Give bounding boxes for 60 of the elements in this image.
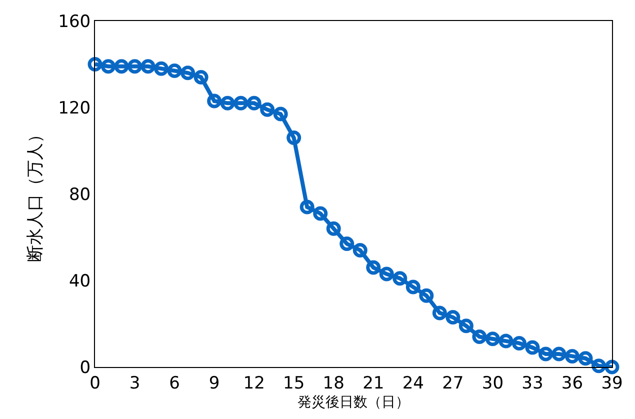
- x-tick-label: 33: [522, 373, 544, 394]
- point: [167, 63, 182, 78]
- y-tick-label: 0: [80, 358, 91, 378]
- point: [260, 102, 275, 117]
- x-tick-label: 21: [362, 373, 384, 394]
- point: [591, 358, 606, 374]
- point: [313, 206, 328, 221]
- x-tick-label: 24: [402, 373, 424, 394]
- x-tick-label: 39: [601, 373, 623, 394]
- point: [352, 242, 368, 258]
- point: [578, 351, 593, 366]
- point: [564, 348, 580, 364]
- x-tick-label: 36: [561, 373, 584, 394]
- point: [538, 346, 553, 362]
- point: [512, 336, 526, 350]
- y-tick-label: 80: [68, 184, 91, 205]
- point: [88, 57, 102, 72]
- point: [604, 360, 620, 374]
- point: [286, 130, 302, 146]
- point: [419, 288, 434, 303]
- point: [446, 310, 460, 325]
- point: [194, 70, 208, 84]
- point: [379, 266, 394, 282]
- point: [552, 346, 566, 362]
- x-tick-label: 6: [169, 373, 180, 394]
- point: [300, 200, 314, 214]
- point: [366, 260, 381, 275]
- point: [154, 61, 169, 76]
- y-tick-label: 120: [58, 98, 91, 118]
- point: [246, 96, 262, 110]
- x-tick-label: 15: [283, 373, 305, 394]
- point: [406, 280, 420, 294]
- x-tick-label: 27: [442, 373, 464, 394]
- point: [485, 332, 500, 346]
- point: [234, 96, 248, 110]
- point: [472, 329, 487, 344]
- x-tick-label: 9: [208, 373, 220, 394]
- point: [114, 59, 129, 74]
- x-tick-label: 12: [243, 373, 265, 394]
- point: [326, 221, 341, 236]
- y-tick-label: 40: [68, 271, 91, 292]
- point: [128, 59, 142, 74]
- point: [340, 236, 354, 251]
- point: [140, 59, 156, 74]
- y-axis-title: 断水人口（万人）: [26, 126, 46, 262]
- x-tick-label: 18: [322, 373, 344, 394]
- point: [432, 306, 447, 320]
- x-axis-title: 発災後日数（日）: [298, 394, 410, 411]
- point: [525, 340, 540, 355]
- point: [180, 66, 196, 80]
- point: [392, 271, 408, 286]
- x-tick-label: 30: [482, 373, 504, 394]
- point: [498, 334, 514, 348]
- point: [273, 106, 288, 122]
- point: [220, 96, 235, 110]
- x-tick-label: 3: [129, 373, 140, 394]
- point: [458, 318, 474, 334]
- y-tick-label: 160: [58, 12, 91, 32]
- point: [207, 94, 222, 108]
- point: [101, 59, 116, 74]
